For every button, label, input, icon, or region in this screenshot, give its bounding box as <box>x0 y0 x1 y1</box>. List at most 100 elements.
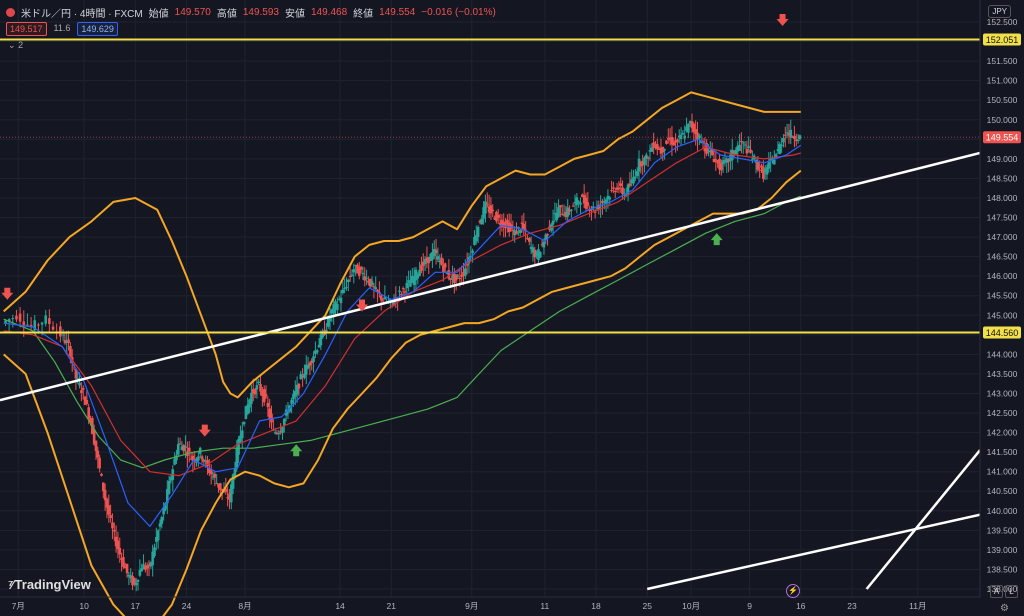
candle-body <box>615 187 619 190</box>
candle-body <box>608 197 612 200</box>
candle-body <box>681 133 685 135</box>
candle-body <box>531 247 535 253</box>
candle-body <box>204 460 207 462</box>
auto-scale-button[interactable]: A <box>990 585 1003 598</box>
candle-body <box>688 120 692 124</box>
candle-body <box>498 223 502 225</box>
arrow-down-icon <box>356 299 369 312</box>
candle-body <box>438 260 442 263</box>
candle-body <box>489 205 493 214</box>
candle-body <box>105 498 109 508</box>
candle-body <box>783 134 787 136</box>
candle-body <box>246 404 250 414</box>
candle-body <box>85 399 89 404</box>
candle-body <box>213 473 217 478</box>
candle-body <box>602 201 606 203</box>
level-label-bg-0 <box>983 33 1021 46</box>
candle-body <box>111 522 114 529</box>
candle-body <box>573 202 577 204</box>
candle-body <box>621 187 624 195</box>
candle-body <box>692 123 696 132</box>
collapsed-count: 2 <box>18 40 24 50</box>
trendline-1 <box>646 513 980 591</box>
high-label: 高値 <box>216 9 237 20</box>
candle-body <box>365 277 368 279</box>
candle-body <box>743 144 747 146</box>
candle-body <box>515 230 518 235</box>
x-tick-label: 23 <box>847 601 857 611</box>
candle-body <box>495 211 498 222</box>
candle-body <box>730 149 734 161</box>
candle-body <box>612 187 615 189</box>
candle-body <box>383 296 387 300</box>
ask-chip[interactable]: 149.629 <box>77 22 118 36</box>
candle-body <box>200 456 204 460</box>
x-tick-label: 25 <box>643 601 653 611</box>
candle-body <box>162 508 165 515</box>
candle-body <box>491 209 495 212</box>
y-tick-label: 142.500 <box>987 408 1018 418</box>
candle-body <box>544 234 548 240</box>
x-tick-label: 9 <box>747 601 752 611</box>
candle-body <box>496 214 500 218</box>
candle-body <box>551 220 555 225</box>
candle-body <box>456 275 460 277</box>
x-tick-label: 9月 <box>465 601 478 611</box>
candle-body <box>464 268 467 276</box>
x-tick-label: 17 <box>131 601 141 611</box>
candle-body <box>129 575 133 579</box>
candle-body <box>436 256 440 260</box>
candle-body <box>219 483 222 491</box>
x-tick-label: 10月 <box>682 601 700 611</box>
candle-body <box>749 149 752 153</box>
candle-body <box>650 147 654 152</box>
candle-body <box>663 149 666 151</box>
candle-body <box>447 270 451 279</box>
candle-body <box>197 456 200 461</box>
candle-body <box>136 579 140 582</box>
candle-body <box>789 129 793 138</box>
currency-button[interactable]: JPY <box>988 5 1011 18</box>
candle-body <box>588 210 591 212</box>
candle-body <box>206 460 209 467</box>
candle-body <box>767 162 771 169</box>
y-tick-label: 147.000 <box>987 232 1018 242</box>
candle-body <box>712 158 716 163</box>
candle-body <box>590 209 593 211</box>
lightning-icon[interactable]: ⚡ <box>786 584 800 598</box>
candle-body <box>138 569 142 576</box>
bid-chip[interactable]: 149.517 <box>6 22 47 36</box>
candle-body <box>442 265 445 273</box>
candle-body <box>321 331 325 338</box>
x-tick-label: 16 <box>796 601 806 611</box>
indicator-collapse[interactable]: ⌄ 2 <box>8 40 23 51</box>
symbol-title[interactable]: 米ドル／円 · 4時間 · FXCM <box>21 9 143 20</box>
candle-body <box>670 137 674 145</box>
candle-body <box>189 458 193 460</box>
candle-body <box>348 275 352 278</box>
candle-body <box>458 278 462 280</box>
candle-body <box>559 205 562 208</box>
candle-body <box>326 317 330 327</box>
candle-body <box>674 140 677 143</box>
candle-body <box>553 213 557 215</box>
x-tick-label: 11 <box>540 601 549 611</box>
y-tick-label: 146.000 <box>987 271 1018 281</box>
candle-body <box>763 169 767 172</box>
candle-body <box>794 139 798 141</box>
candle-body <box>343 287 346 289</box>
candle-body <box>74 369 78 379</box>
log-scale-button[interactable]: L <box>1005 585 1018 598</box>
candle-body <box>696 132 699 140</box>
candle-body <box>630 179 633 184</box>
candle-body <box>347 279 350 282</box>
candle-body <box>476 226 480 237</box>
candle-body <box>513 230 516 236</box>
candle-body <box>259 383 262 392</box>
symbol-header: 米ドル／円 · 4時間 · FXCM 始値 149.570 高値 149.593 安… <box>6 5 496 20</box>
candle-body <box>356 264 359 274</box>
candle-body <box>734 149 738 155</box>
gear-icon[interactable]: ⚙ <box>1000 603 1009 614</box>
